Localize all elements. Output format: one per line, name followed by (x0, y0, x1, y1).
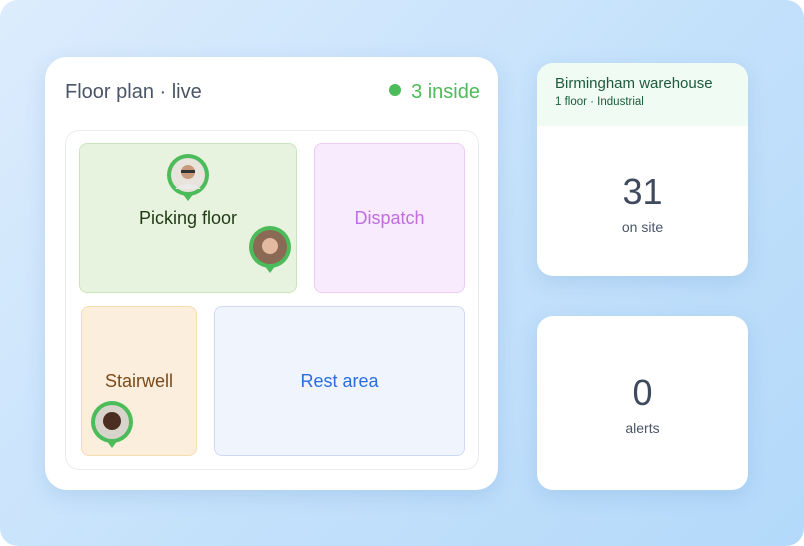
floor-map (65, 130, 479, 470)
room-label: Dispatch (354, 207, 425, 228)
stat-label: on site (621, 219, 664, 235)
avatar-pin[interactable] (90, 400, 134, 452)
alerts-card: 0 alerts (537, 316, 748, 490)
room[interactable]: Picking floor (79, 143, 297, 293)
room[interactable]: Rest area (214, 306, 465, 456)
room-label: Stairwell (104, 370, 174, 391)
stat-label: alerts (625, 420, 660, 436)
site-name: Birmingham warehouse (555, 75, 713, 92)
status-dot (389, 84, 402, 96)
room-label: Picking floor (138, 207, 238, 228)
avatar-pin[interactable] (166, 153, 210, 205)
stat-value: 31 (622, 171, 663, 212)
status: 3 inside (389, 81, 480, 104)
room[interactable]: Dispatch (314, 143, 465, 293)
site-card: Birmingham warehouse 1 floor · Industria… (537, 63, 748, 276)
site-header: Birmingham warehouse 1 floor · Industria… (537, 63, 748, 126)
room-label: Rest area (300, 370, 379, 391)
status-text: 3 inside (411, 81, 480, 103)
avatar-pin[interactable] (248, 225, 292, 277)
stat-value: 0 (632, 372, 653, 413)
card-title: Floor plan · live (65, 81, 202, 103)
site-meta: 1 floor · Industrial (555, 96, 644, 108)
